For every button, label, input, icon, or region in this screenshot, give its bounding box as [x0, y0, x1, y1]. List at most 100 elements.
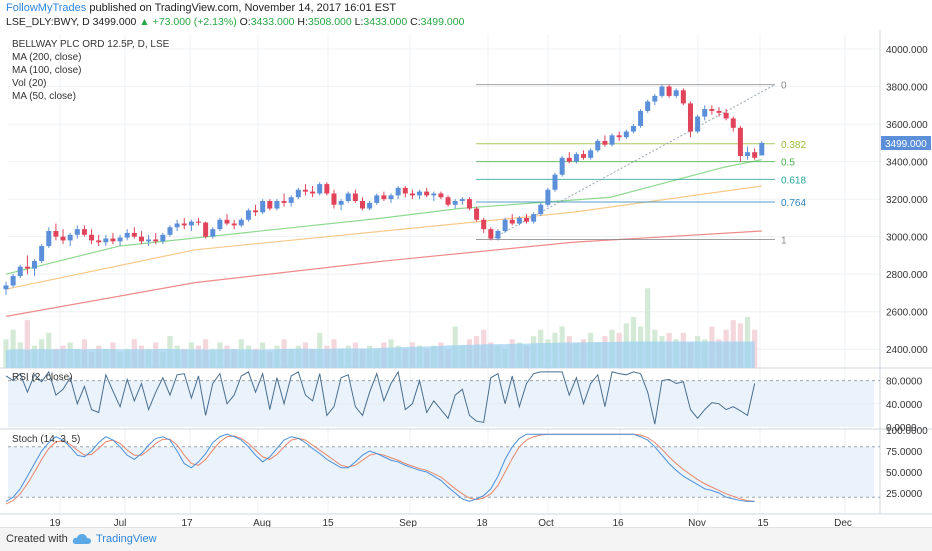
- candle-body[interactable]: [124, 232, 130, 238]
- candle-body[interactable]: [716, 110, 722, 113]
- candle-body[interactable]: [338, 201, 344, 205]
- candle-body[interactable]: [737, 127, 743, 156]
- candle-body[interactable]: [695, 116, 701, 132]
- candle-body[interactable]: [188, 221, 194, 226]
- candle-body[interactable]: [388, 195, 394, 200]
- candle-body[interactable]: [474, 208, 480, 220]
- candle-body[interactable]: [709, 109, 715, 111]
- candle-body[interactable]: [24, 266, 30, 269]
- candle-body[interactable]: [502, 219, 508, 232]
- candle-body[interactable]: [466, 199, 472, 209]
- candle-body[interactable]: [274, 201, 280, 209]
- candle-body[interactable]: [602, 140, 608, 145]
- candle-body[interactable]: [310, 191, 316, 194]
- candle-body[interactable]: [559, 157, 565, 175]
- candle-body[interactable]: [723, 112, 729, 119]
- candle-body[interactable]: [260, 201, 266, 213]
- candle-body[interactable]: [623, 131, 629, 138]
- candle-body[interactable]: [39, 246, 45, 262]
- candle-body[interactable]: [752, 152, 758, 158]
- candle-body[interactable]: [245, 210, 251, 220]
- candle-body[interactable]: [666, 86, 672, 96]
- candle-body[interactable]: [645, 101, 651, 111]
- candle-body[interactable]: [288, 197, 294, 203]
- candle-body[interactable]: [117, 237, 123, 242]
- candle-body[interactable]: [345, 193, 351, 201]
- candle-body[interactable]: [566, 157, 572, 162]
- candle-body[interactable]: [395, 187, 401, 196]
- candle-body[interactable]: [281, 201, 287, 203]
- candle-body[interactable]: [381, 195, 387, 200]
- candle-body[interactable]: [673, 90, 679, 96]
- legend-ma200[interactable]: MA (200, close): [12, 52, 81, 63]
- candle-body[interactable]: [659, 86, 665, 96]
- candle-body[interactable]: [352, 193, 358, 201]
- chart-area[interactable]: 0 0.382 0.5 0.618 0.764 1 80.0000 40.0000 0.000…: [0, 30, 932, 527]
- candle-body[interactable]: [167, 227, 173, 235]
- candle-body[interactable]: [759, 143, 765, 156]
- candle-body[interactable]: [424, 191, 430, 196]
- candle-body[interactable]: [238, 219, 244, 226]
- candle-body[interactable]: [203, 222, 209, 237]
- candle-body[interactable]: [231, 223, 237, 226]
- candle-body[interactable]: [630, 125, 636, 132]
- candle-body[interactable]: [595, 140, 601, 151]
- candle-body[interactable]: [60, 236, 66, 241]
- rsi-title[interactable]: RSI (2, close): [12, 372, 73, 383]
- candle-body[interactable]: [131, 232, 137, 237]
- candle-body[interactable]: [495, 231, 501, 239]
- candle-body[interactable]: [295, 189, 301, 198]
- candle-body[interactable]: [74, 229, 80, 235]
- candle-body[interactable]: [17, 266, 23, 277]
- candle-body[interactable]: [267, 201, 273, 209]
- candle-body[interactable]: [253, 210, 259, 213]
- candle-body[interactable]: [609, 135, 615, 145]
- candle-body[interactable]: [302, 189, 308, 192]
- tradingview-brand[interactable]: TradingView: [96, 533, 157, 545]
- publisher-link[interactable]: FollowMyTrades: [6, 2, 87, 14]
- candle-body[interactable]: [146, 239, 152, 242]
- candle-body[interactable]: [459, 199, 465, 201]
- candle-body[interactable]: [687, 103, 693, 132]
- stoch-panel[interactable]: 100.0000 75.0000 50.0000 25.0000: [5, 426, 928, 505]
- candle-body[interactable]: [46, 231, 52, 247]
- candle-body[interactable]: [431, 193, 437, 196]
- candle-body[interactable]: [96, 240, 102, 243]
- candle-body[interactable]: [745, 152, 751, 156]
- legend-ma50[interactable]: MA (50, close): [12, 91, 76, 102]
- candle-body[interactable]: [153, 239, 159, 242]
- candle-body[interactable]: [32, 261, 38, 269]
- candle-body[interactable]: [638, 110, 644, 126]
- candle-body[interactable]: [545, 189, 551, 205]
- candle-body[interactable]: [160, 234, 166, 242]
- candle-body[interactable]: [317, 184, 323, 194]
- legend-vol[interactable]: Vol (20): [12, 78, 46, 89]
- candle-body[interactable]: [367, 202, 373, 209]
- candle-body[interactable]: [581, 154, 587, 158]
- candle-body[interactable]: [174, 223, 180, 228]
- candle-body[interactable]: [138, 236, 144, 242]
- price-axis[interactable]: 4000.000 3800.000 3600.000 3400.000 3200.000…: [881, 45, 931, 356]
- candle-body[interactable]: [538, 204, 544, 215]
- candle-body[interactable]: [509, 219, 515, 224]
- candle-body[interactable]: [730, 118, 736, 128]
- price-panel[interactable]: 0 0.382 0.5 0.618 0.764 1: [3, 81, 807, 317]
- candle-body[interactable]: [417, 191, 423, 196]
- candle-body[interactable]: [588, 150, 594, 158]
- candle-body[interactable]: [445, 197, 451, 205]
- candle-body[interactable]: [702, 109, 708, 117]
- legend-ma100[interactable]: MA (100, close): [12, 65, 81, 76]
- rsi-panel[interactable]: 80.0000 40.0000 0.0000: [5, 370, 923, 434]
- candle-body[interactable]: [196, 221, 202, 223]
- candle-body[interactable]: [481, 219, 487, 230]
- candle-body[interactable]: [217, 219, 223, 230]
- candle-body[interactable]: [552, 174, 558, 190]
- candle-body[interactable]: [103, 238, 109, 243]
- candle-body[interactable]: [324, 184, 330, 194]
- candle-body[interactable]: [516, 217, 522, 224]
- candle-body[interactable]: [616, 135, 622, 138]
- candle-body[interactable]: [488, 229, 494, 239]
- candle-body[interactable]: [81, 229, 87, 235]
- stoch-title[interactable]: Stoch (14, 3, 5): [12, 434, 80, 445]
- candle-body[interactable]: [402, 187, 408, 194]
